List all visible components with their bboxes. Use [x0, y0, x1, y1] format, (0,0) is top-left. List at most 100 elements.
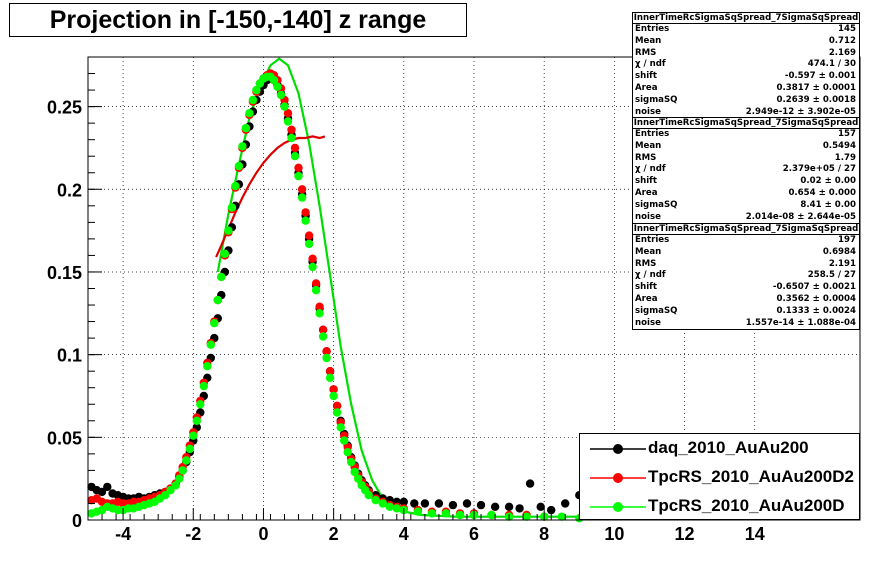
data-point-series-2: [413, 507, 423, 516]
stats-row: χ / ndf 474.1 / 30: [633, 59, 859, 71]
stats-row: Mean 0.6984: [633, 247, 859, 259]
stats-value: -0.6507 ± 0.0021: [772, 282, 856, 293]
x-tick-label: -2: [185, 524, 201, 544]
stats-row: noise 1.557e-14 ± 1.088e-04: [633, 318, 859, 330]
data-point-series-2: [487, 510, 496, 520]
stats-value: 0.3562 ± 0.0004: [776, 293, 856, 304]
data-point-series-2: [340, 436, 349, 445]
data-point-series-2: [315, 309, 324, 318]
stats-value: -0.597 ± 0.001: [784, 71, 856, 82]
data-point-series-2: [199, 381, 208, 391]
data-point-series-2: [213, 295, 222, 305]
stats-row: χ / ndf 2.379e+05 / 27: [633, 164, 859, 176]
data-point-series-0: [515, 504, 524, 513]
data-point-series-1: [332, 401, 342, 411]
data-point-series-0: [490, 502, 500, 511]
legend-label-tpcrs-d2: TpcRS_2010_AuAu200D2: [648, 467, 854, 486]
stats-key: shift: [635, 282, 658, 293]
data-point-series-2: [522, 512, 531, 521]
plot-title: Projection in [-150,-140] z range: [9, 3, 467, 37]
data-point-series-0: [448, 500, 458, 510]
data-point-series-2: [290, 152, 300, 161]
stats-row: shift -0.6507 ± 0.0021: [633, 282, 859, 294]
legend: daq_2010_AuAu200 TpcRS_2010_AuAu200D2 Tp…: [579, 433, 860, 520]
stats-value: 0.3817 ± 0.0001: [776, 82, 856, 93]
data-point-series-1: [311, 279, 321, 288]
stats-row: sigmaSQ 8.41 ± 0.00: [633, 200, 859, 212]
legend-marker-daq: [590, 444, 646, 454]
stats-panel-title: InnerTimeRcSigmaSqSpread_7SigmaSqSpread: [633, 224, 859, 235]
data-point-series-2: [392, 504, 401, 513]
stats-row: shift -0.597 ± 0.001: [633, 71, 859, 83]
data-point-series-1: [301, 208, 310, 217]
data-point-series-0: [103, 482, 112, 492]
data-point-series-2: [192, 416, 201, 425]
stats-panel: InnerTimeRcSigmaSqSpread_7SigmaSqSpread E…: [632, 12, 860, 120]
stats-key: χ / ndf: [635, 164, 666, 175]
data-point-series-2: [301, 216, 310, 225]
stats-row: Area 0.654 ± 0.000: [633, 188, 859, 200]
stats-value: 0.5494: [822, 140, 856, 151]
data-point-series-0: [462, 499, 472, 508]
legend-entry-tpcrs-d: TpcRS_2010_AuAu200D: [580, 492, 859, 521]
data-point-series-2: [206, 340, 215, 349]
stats-value: 157: [838, 129, 856, 139]
data-point-series-0: [399, 497, 408, 506]
stats-row: RMS 1.79: [633, 153, 859, 165]
legend-label-tpcrs-d: TpcRS_2010_AuAu200D: [648, 496, 845, 515]
stats-row: Mean 0.5494: [633, 141, 859, 153]
x-tick-label: 10: [604, 524, 624, 544]
data-point-series-0: [504, 502, 514, 511]
stats-key: Area: [635, 82, 658, 93]
x-tick-label: 14: [745, 524, 765, 544]
stats-panel: InnerTimeRcSigmaSqSpread_7SigmaSqSpread E…: [632, 117, 860, 225]
data-point-series-2: [325, 373, 335, 382]
data-point-series-2: [287, 133, 296, 143]
data-point-series-2: [378, 499, 387, 508]
stats-value: 2.191: [828, 258, 856, 269]
data-point-series-2: [354, 474, 363, 483]
data-point-series-1: [322, 347, 331, 356]
data-point-series-2: [347, 457, 356, 467]
y-tick-label: 0.15: [47, 263, 82, 283]
x-tick-label: 8: [539, 524, 549, 544]
data-point-series-2: [241, 123, 251, 133]
stats-key: Mean: [635, 246, 662, 257]
stats-key: shift: [635, 71, 658, 82]
stats-value: 8.41 ± 0.00: [800, 199, 856, 210]
data-point-series-0: [420, 499, 430, 508]
data-point-series-2: [273, 82, 282, 92]
legend-entry-tpcrs-d2: TpcRS_2010_AuAu200D2: [580, 463, 859, 492]
y-tick-label: 0: [72, 511, 82, 531]
stats-key: sigmaSQ: [635, 94, 678, 105]
stats-row: Area 0.3562 ± 0.0004: [633, 294, 859, 306]
stats-row: RMS 2.191: [633, 259, 859, 271]
stats-key: sigmaSQ: [635, 305, 678, 316]
data-point-series-2: [203, 362, 212, 371]
data-point-series-0: [547, 505, 556, 515]
stats-panel-title: InnerTimeRcSigmaSqSpread_7SigmaSqSpread: [633, 118, 859, 129]
y-tick-label: 0.25: [47, 98, 82, 118]
stats-value: 197: [838, 235, 856, 245]
stats-row: Entries 197: [633, 235, 859, 247]
stats-value: 474.1 / 30: [807, 59, 856, 70]
data-point-series-2: [231, 181, 240, 191]
stats-row: sigmaSQ 0.1333 ± 0.0024: [633, 306, 859, 318]
stats-value: 1.557e-14 ± 1.088e-04: [745, 317, 856, 328]
data-point-series-2: [234, 161, 244, 171]
axes: -4 -2 0 2 4 6 8 10 12 14 0 0.05 0.1 0.15 0.2 0.25: [47, 56, 861, 544]
stats-panel: InnerTimeRcSigmaSqSpread_7SigmaSqSpread E…: [632, 223, 860, 331]
data-point-series-2: [248, 95, 258, 105]
stats-value: 145: [838, 24, 856, 34]
stats-value: 0.712: [828, 35, 856, 46]
stats-value: 2.169: [828, 47, 856, 58]
stats-key: noise: [635, 106, 661, 117]
x-tick-label: 12: [675, 524, 695, 544]
fit-curve: [215, 135, 326, 258]
data-point-series-2: [297, 193, 307, 202]
stats-row: shift 0.02 ± 0.00: [633, 176, 859, 188]
data-point-series-0: [97, 487, 107, 497]
stats-key: Area: [635, 187, 658, 198]
data-point-series-2: [311, 286, 321, 295]
data-point-series-2: [182, 456, 191, 465]
